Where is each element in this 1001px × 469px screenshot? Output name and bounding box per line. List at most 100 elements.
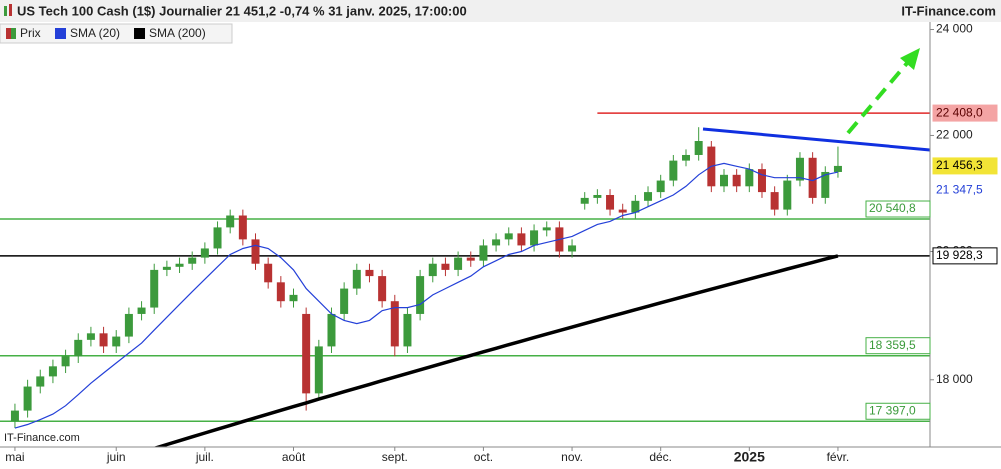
- brand: IT-Finance.com: [901, 3, 996, 18]
- candle-body: [428, 263, 437, 277]
- x-tick-label: févr.: [827, 450, 850, 464]
- candle-body: [757, 169, 766, 193]
- level-tag: 19 928,3: [932, 247, 998, 265]
- legend-swatch: [134, 28, 146, 39]
- price-tag-box: [932, 157, 998, 175]
- candle-body: [669, 160, 678, 181]
- level-tag-label: 18 359,5: [869, 338, 916, 352]
- y-tick-label: 22 000: [936, 128, 973, 142]
- candle-body: [403, 313, 412, 347]
- candle-body: [61, 356, 70, 367]
- x-tick-label: oct.: [474, 450, 493, 464]
- candle-body: [580, 197, 589, 204]
- candle-body: [162, 266, 171, 270]
- legend-swatch: [55, 28, 66, 39]
- x-tick-label: 2025: [734, 449, 765, 465]
- candle-body: [656, 180, 665, 193]
- icon: [4, 6, 7, 16]
- candle-body: [530, 230, 539, 246]
- candle-body: [694, 141, 703, 155]
- x-tick-label: sept.: [382, 450, 408, 464]
- candle-body: [833, 165, 842, 172]
- candle-body: [264, 263, 273, 283]
- candle-body: [542, 227, 551, 231]
- candle-body: [340, 288, 349, 314]
- level-tag-box: [865, 402, 931, 420]
- overlay: [702, 48, 931, 152]
- candle-body: [517, 233, 526, 246]
- candle-body: [466, 257, 475, 261]
- candle-body: [479, 245, 488, 261]
- chart-title: US Tech 100 Cash (1$) Journalier 21 451,…: [17, 3, 467, 18]
- price-tag: 21 456,3: [932, 157, 998, 175]
- candle-body: [618, 209, 627, 213]
- candle-body: [745, 169, 754, 187]
- candle-body: [504, 233, 513, 240]
- candle-body: [719, 174, 728, 187]
- candle-body: [99, 333, 108, 347]
- candle-body: [441, 263, 450, 270]
- candle-body: [150, 269, 159, 308]
- level-tag-label: 22 408,0: [936, 105, 983, 119]
- candle-body: [390, 301, 399, 347]
- price-tag-label: 21 456,3: [936, 158, 983, 172]
- candle-body: [251, 239, 260, 264]
- candle-body: [770, 192, 779, 210]
- candle-body: [416, 276, 425, 314]
- x-tick-label: mai: [5, 450, 24, 464]
- x-tick-label: déc.: [649, 450, 672, 464]
- candle-body: [732, 174, 741, 187]
- candle-body: [568, 245, 577, 252]
- trend-line: [702, 127, 931, 152]
- icon: [9, 4, 12, 16]
- sma-line: [152, 254, 839, 447]
- candle-body: [10, 410, 19, 422]
- price-tag: 21 347,5: [932, 181, 998, 199]
- candle-body: [631, 200, 640, 213]
- candle-body: [682, 154, 691, 161]
- x-tick-label: juil.: [195, 450, 214, 464]
- sma-line: [14, 162, 839, 429]
- y-tick-label: 18 000: [936, 372, 973, 386]
- legend-label: SMA (200): [149, 26, 206, 40]
- level-tag-label: 19 928,3: [936, 248, 983, 262]
- candle-body: [606, 194, 615, 210]
- candle-body: [821, 171, 830, 198]
- candle-body: [327, 313, 336, 347]
- candle-body: [276, 282, 285, 302]
- candle-body: [112, 336, 121, 347]
- legend: Prix SMA (20) SMA (200): [0, 23, 233, 44]
- candle-body: [238, 215, 247, 240]
- legend-label: SMA (20): [70, 26, 120, 40]
- candle-body: [226, 215, 235, 228]
- candle-body: [365, 269, 374, 277]
- candle-body: [213, 227, 222, 249]
- legend-swatch: [6, 28, 11, 39]
- arrow-head: [900, 48, 920, 70]
- level-tag: 18 359,5: [865, 337, 931, 355]
- candle-body: [593, 194, 602, 198]
- watermark: IT-Finance.com: [4, 432, 80, 444]
- candle-body: [352, 269, 361, 289]
- x-tick-label: août: [282, 450, 306, 464]
- y-tick-label: 24 000: [936, 22, 973, 36]
- candle-body: [795, 157, 804, 181]
- legend-label: Prix: [20, 26, 41, 40]
- candle-body: [783, 180, 792, 210]
- level-tag-label: 17 397,0: [869, 403, 916, 417]
- candle-body: [48, 366, 57, 377]
- level-tag-box: [932, 104, 998, 122]
- price-tag-label: 21 347,5: [936, 182, 983, 196]
- legend-swatch: [11, 28, 16, 39]
- level-tag: 17 397,0: [865, 402, 931, 420]
- level-tag: 20 540,8: [865, 200, 931, 218]
- level-tag-box: [865, 337, 931, 355]
- price-tag-box: [932, 181, 998, 199]
- candle-body: [188, 257, 197, 264]
- x-tick-label: nov.: [561, 450, 583, 464]
- candle-body: [454, 257, 463, 270]
- candle-body: [378, 276, 387, 302]
- x-tick-label: juin: [106, 450, 126, 464]
